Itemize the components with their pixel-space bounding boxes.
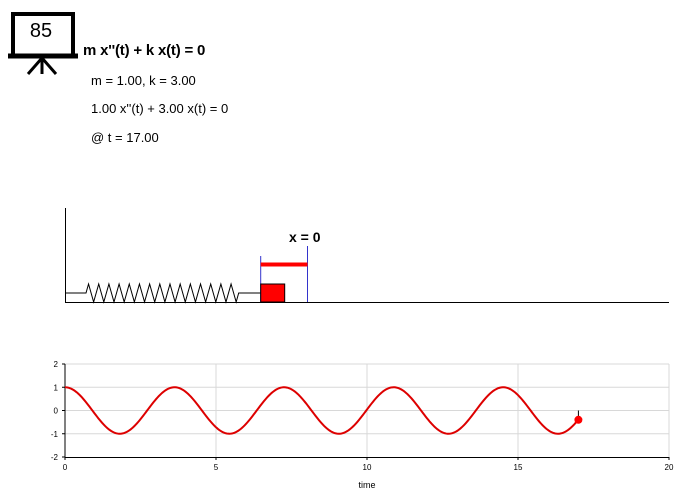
x-tick-label: 0	[63, 463, 68, 472]
x-tick-label: 10	[363, 463, 372, 472]
parameters-text: m = 1.00, k = 3.00	[91, 73, 196, 88]
presentation-screen-icon	[8, 12, 78, 75]
equilibrium-label: x = 0	[289, 229, 321, 245]
equation-values-text: 1.00 x''(t) + 3.00 x(t) = 0	[91, 101, 229, 116]
x-tick-label: 20	[665, 463, 674, 472]
y-tick-label: 2	[54, 360, 59, 369]
slide-number: 85	[29, 20, 53, 42]
x-tick-label: 5	[214, 463, 219, 472]
y-tick-label: 0	[54, 407, 59, 416]
x-axis-title: time	[358, 480, 375, 490]
equation-title: m x''(t) + k x(t) = 0	[83, 42, 206, 59]
y-tick-label: -1	[51, 430, 59, 439]
time-readout: @ t = 17.00	[91, 130, 159, 145]
displacement-curve	[64, 386, 580, 435]
y-tick-label: 1	[54, 383, 59, 392]
current-point	[574, 415, 583, 424]
y-tick-label: -2	[51, 453, 59, 462]
x-tick-label: 15	[514, 463, 523, 472]
